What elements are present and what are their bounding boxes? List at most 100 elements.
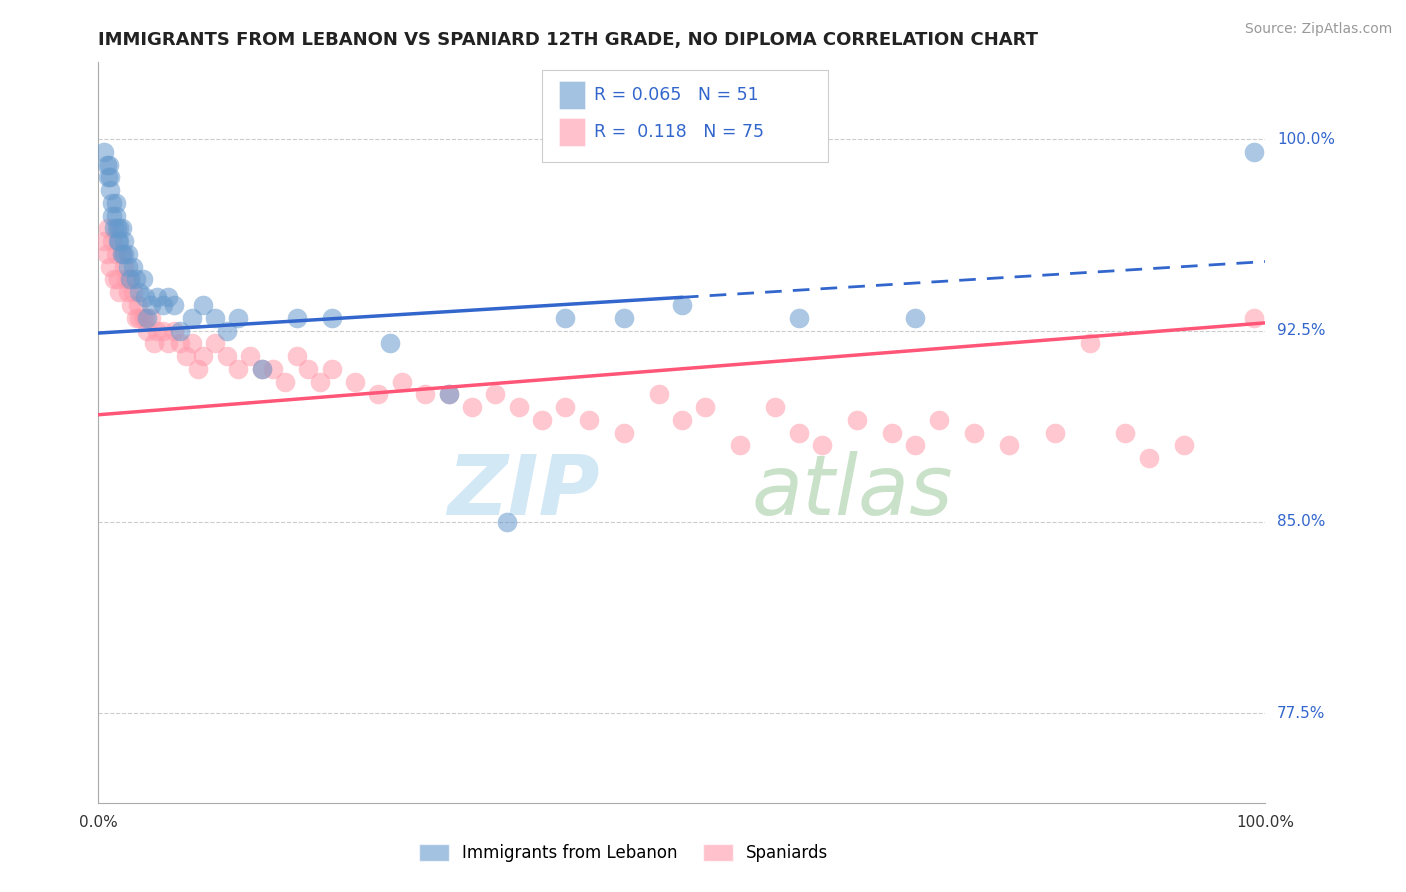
Point (127, 298, 149, 312)
Text: 85.0%: 85.0% (1277, 515, 1326, 530)
Point (787, 425, 810, 440)
Point (228, 310, 250, 325)
Point (169, 336, 191, 351)
Point (163, 324, 186, 338)
Point (180, 310, 202, 325)
Point (321, 361, 343, 376)
Point (122, 285, 145, 300)
Point (139, 310, 162, 325)
Point (146, 290, 169, 304)
Point (250, 361, 273, 376)
Legend: Immigrants from Lebanon, Spaniards: Immigrants from Lebanon, Spaniards (412, 837, 835, 869)
Point (125, 272, 148, 286)
FancyBboxPatch shape (560, 118, 585, 146)
Point (118, 272, 141, 286)
Point (880, 425, 903, 440)
Point (285, 310, 308, 325)
Point (554, 310, 576, 325)
Point (647, 387, 669, 401)
Point (98, 183, 121, 197)
Point (174, 349, 197, 363)
Point (104, 195, 127, 210)
Point (811, 438, 834, 452)
Text: IMMIGRANTS FROM LEBANON VS SPANIARD 12TH GRADE, NO DIPLOMA CORRELATION CHART: IMMIGRANTS FROM LEBANON VS SPANIARD 12TH… (98, 31, 1039, 49)
Point (108, 221, 131, 235)
Point (274, 375, 297, 389)
Point (1080, 336, 1102, 351)
Point (136, 310, 159, 325)
Point (134, 290, 156, 304)
Point (112, 260, 135, 274)
Point (98, 170, 121, 185)
Point (193, 349, 215, 363)
Text: Source: ZipAtlas.com: Source: ZipAtlas.com (1244, 22, 1392, 37)
Point (146, 324, 169, 338)
Point (1243, 310, 1265, 325)
Point (1045, 425, 1067, 440)
Point (111, 221, 134, 235)
Point (107, 272, 129, 286)
Text: R =  0.118   N = 75: R = 0.118 N = 75 (595, 123, 765, 141)
Point (93, 145, 115, 159)
Point (115, 272, 138, 286)
Point (508, 400, 530, 414)
Point (380, 336, 402, 351)
Point (250, 361, 273, 376)
Point (613, 310, 636, 325)
Point (1173, 438, 1195, 452)
Point (215, 324, 238, 338)
Point (204, 310, 226, 325)
Point (169, 324, 191, 338)
Point (163, 298, 186, 312)
Point (112, 234, 135, 248)
Point (103, 272, 125, 286)
Point (132, 310, 155, 325)
Point (904, 310, 927, 325)
Point (461, 400, 484, 414)
Point (117, 260, 139, 274)
Point (578, 413, 600, 427)
Point (98, 260, 121, 274)
Point (139, 298, 162, 312)
Point (344, 375, 367, 389)
Point (1137, 451, 1160, 466)
Point (695, 400, 717, 414)
Text: 92.5%: 92.5% (1277, 323, 1326, 338)
FancyBboxPatch shape (541, 70, 828, 162)
Point (157, 290, 180, 304)
Point (103, 221, 125, 235)
Point (180, 336, 202, 351)
Point (613, 425, 636, 440)
Point (152, 298, 174, 312)
FancyBboxPatch shape (560, 81, 585, 109)
Text: ZIP: ZIP (447, 451, 600, 533)
Point (108, 285, 131, 300)
Point (111, 247, 134, 261)
Point (671, 413, 693, 427)
Point (204, 336, 226, 351)
Point (1114, 425, 1136, 440)
Point (117, 285, 139, 300)
Point (128, 285, 150, 300)
Point (117, 247, 139, 261)
Point (104, 247, 127, 261)
Point (101, 195, 124, 210)
Point (93, 234, 115, 248)
Point (136, 324, 159, 338)
Text: 77.5%: 77.5% (1277, 706, 1326, 721)
Text: atlas: atlas (752, 451, 953, 533)
Point (787, 310, 810, 325)
Point (108, 234, 131, 248)
Point (152, 324, 174, 338)
Point (297, 361, 319, 376)
Point (285, 349, 308, 363)
Point (111, 247, 134, 261)
Point (134, 310, 156, 325)
Point (105, 221, 128, 235)
Point (484, 387, 506, 401)
Point (228, 361, 250, 376)
Point (101, 209, 124, 223)
Point (962, 425, 984, 440)
Point (187, 361, 209, 376)
Point (554, 400, 576, 414)
